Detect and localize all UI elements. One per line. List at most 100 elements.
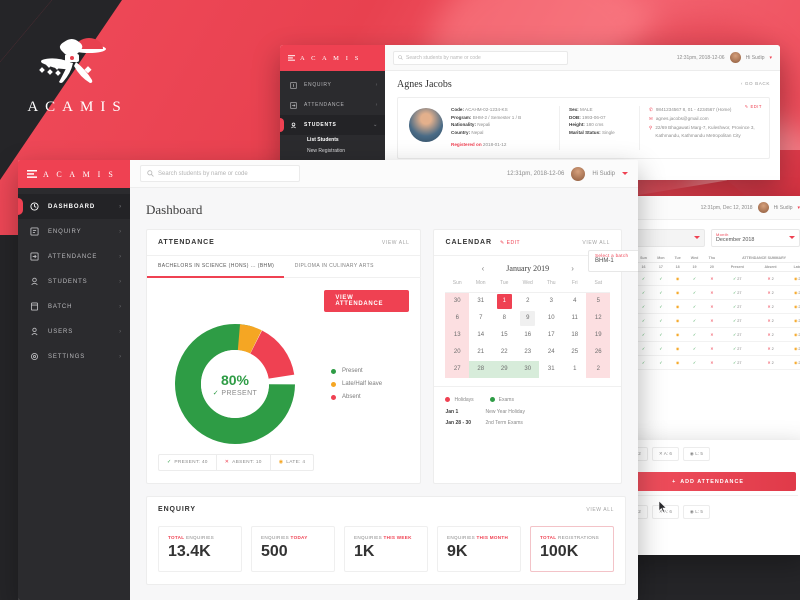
attendance-view-all[interactable]: VIEW ALL (381, 239, 410, 246)
calendar-day[interactable]: 22 (500, 349, 508, 355)
calendar-day[interactable]: 24 (547, 349, 555, 355)
calendar-day[interactable]: 5 (586, 292, 610, 310)
go-back-label: GO BACK (744, 81, 770, 86)
calendar-day[interactable]: 21 (477, 349, 485, 355)
sidebar-item-students[interactable]: STUDENTS ⌄ (280, 115, 385, 135)
calendar-day[interactable]: 2 (586, 360, 610, 378)
calendar-day[interactable]: 14 (477, 332, 485, 338)
table-filters[interactable]: Month December 2018 (608, 220, 800, 254)
calendar-day[interactable]: 27 (445, 360, 469, 378)
avatar[interactable] (729, 52, 741, 63)
calendar-day[interactable]: 1 (573, 366, 577, 372)
sidebar-item-dashboard[interactable]: DASHBOARD › (18, 194, 130, 219)
calendar-day[interactable]: 17 (547, 332, 555, 338)
calendar-day[interactable]: 9 (516, 310, 540, 327)
calendar-view-all[interactable]: VIEW ALL (582, 239, 610, 246)
sidebar-item-attendance[interactable]: ATTENDANCE › (280, 95, 385, 115)
calendar-day[interactable]: 16 (524, 332, 532, 338)
chevron-left-icon[interactable]: ‹ (481, 264, 485, 273)
hamburger-icon[interactable] (27, 170, 37, 178)
sidebar-item-settings[interactable]: SETTINGS › (18, 344, 130, 369)
search-icon (147, 170, 154, 177)
add-attendance-window[interactable]: ✓ P: 22 ✕ A: 6 ◉ L: 5 + ADD ATTENDANCE ✓… (608, 440, 800, 555)
submenu-list-students[interactable]: List Students (307, 137, 339, 143)
summary-late: ◉ 2 (786, 327, 800, 342)
calendar-day[interactable]: 29 (492, 360, 516, 378)
profile-search-input[interactable]: Search students by name or code (393, 50, 568, 65)
calendar-day[interactable]: 12 (586, 309, 610, 327)
profile-brand[interactable]: A C A M I S (280, 45, 385, 71)
calendar-day[interactable]: 31 (477, 298, 485, 305)
pill-late: ◉ LATE: 4 (269, 455, 314, 470)
chevron-right-icon: › (119, 353, 122, 360)
calendar-day[interactable]: 3 (549, 298, 553, 305)
calendar-month: January 2019 (506, 264, 550, 273)
calendar-day[interactable]: 28 (468, 360, 493, 378)
calendar-day[interactable]: 6 (445, 309, 469, 327)
tab-bachelors[interactable]: BACHELORS IN SCIENCE (HONS) ... (BHM) (147, 256, 284, 278)
calendar-day[interactable]: 13 (445, 326, 469, 344)
month-filter[interactable]: Month December 2018 (711, 229, 800, 247)
dashboard-window[interactable]: A C A M I S Search students by name or c… (18, 160, 638, 600)
hamburger-icon[interactable] (288, 55, 295, 61)
calendar-body[interactable]: 30 31 1 2 3 4 5 6 7 8 9 10 11 12 13 14 15 16 17 18 19 20 21 22 2… (445, 292, 610, 378)
contact-phone: 9841234567 8, 01 - 4234567 (Home) (655, 107, 732, 112)
cross-icon: ✕ (224, 460, 230, 465)
view-attendance-button[interactable]: VIEW ATTENDANCE (324, 290, 410, 312)
absent-pill: ✕ A: 6 (651, 447, 679, 461)
batch-select[interactable]: Select a batch BHM-1 (588, 250, 638, 272)
chevron-down-icon[interactable]: ▾ (797, 204, 800, 211)
chevron-down-icon[interactable] (622, 172, 628, 175)
avatar[interactable] (757, 202, 769, 213)
calendar-day[interactable]: 20 (445, 343, 469, 361)
calendar-day[interactable]: 7 (479, 315, 483, 321)
go-back-button[interactable]: ‹ GO BACK (740, 81, 770, 86)
chevron-right-icon[interactable]: › (571, 264, 574, 273)
calendar-day[interactable]: 19 (586, 326, 610, 344)
calendar-day[interactable]: 30 (515, 360, 540, 378)
sidebar-item-enquiry[interactable]: ENQUIRY › (18, 219, 130, 244)
calendar-day[interactable]: 25 (571, 349, 579, 355)
calendar-event: Jan 28 - 30 2nd Term Exams (434, 420, 621, 431)
calendar-day[interactable]: 31 (547, 366, 555, 372)
calendar-day[interactable]: 18 (571, 332, 579, 338)
calendar-day[interactable]: 1 (492, 293, 516, 310)
calendar-day[interactable]: 30 (445, 292, 469, 310)
calendar-day[interactable]: 8 (502, 315, 506, 321)
calendar-day[interactable]: 10 (547, 315, 555, 321)
sidebar-item-attendance[interactable]: ATTENDANCE › (18, 244, 130, 269)
sidebar-item-batch[interactable]: BATCH › (18, 294, 130, 319)
tab-diploma[interactable]: DIPLOMA IN CULINARY ARTS (283, 256, 421, 278)
calendar-day[interactable]: 15 (500, 332, 508, 338)
legend-dot (331, 381, 336, 387)
field-key: Marital Status: (569, 129, 601, 135)
add-attendance-button[interactable]: + ADD ATTENDANCE (620, 472, 796, 491)
summary-present: ✓ 27 (720, 285, 755, 300)
calendar-day[interactable]: 2 (526, 298, 530, 305)
attendance-table-window[interactable]: 12:31pm, Dec 12, 2018 Hi Sudip ▾ Month D… (608, 196, 800, 466)
table-greeting[interactable]: Hi Sudip (773, 204, 793, 211)
sidebar-item-students[interactable]: STUDENTS › (18, 269, 130, 294)
submenu-new-registration[interactable]: New Registration (307, 148, 346, 154)
student-profile-window[interactable]: A C A M I S Search students by name or c… (280, 45, 780, 180)
attendance-tabs[interactable]: BACHELORS IN SCIENCE (HONS) ... (BHM) DI… (147, 255, 421, 278)
calendar-edit-button[interactable]: ✎ EDIT (500, 240, 520, 246)
header-greeting[interactable]: Hi Sudip (592, 170, 615, 177)
calendar-day[interactable]: 11 (571, 315, 578, 321)
settings-icon (30, 352, 39, 361)
enquiry-view-all[interactable]: VIEW ALL (586, 506, 614, 513)
avatar[interactable] (571, 166, 586, 181)
sidebar-item-enquiry[interactable]: ENQUIRY › (280, 75, 385, 95)
sidebar-item-users[interactable]: USERS › (18, 319, 130, 344)
chevron-down-icon[interactable]: ▾ (769, 54, 772, 61)
dashboard-sidebar[interactable]: DASHBOARD › ENQUIRY › ATTENDANCE › (18, 188, 130, 600)
edit-button[interactable]: ✎ EDIT (744, 104, 762, 109)
calendar-day[interactable]: 4 (573, 298, 577, 305)
calendar-grid[interactable]: Sun Mon Tue Wed Thu Fri Sat 30 31 1 2 3 4 5 6 7 8 9 10 11 1… (445, 280, 610, 378)
calendar-day[interactable]: 23 (524, 349, 532, 355)
day-cell: ✓ (635, 285, 652, 300)
dashboard-brand[interactable]: A C A M I S (18, 160, 130, 188)
calendar-day[interactable]: 26 (586, 343, 610, 361)
search-input[interactable]: Search students by name or code (140, 165, 300, 182)
profile-greeting[interactable]: Hi Sudip (745, 54, 765, 61)
